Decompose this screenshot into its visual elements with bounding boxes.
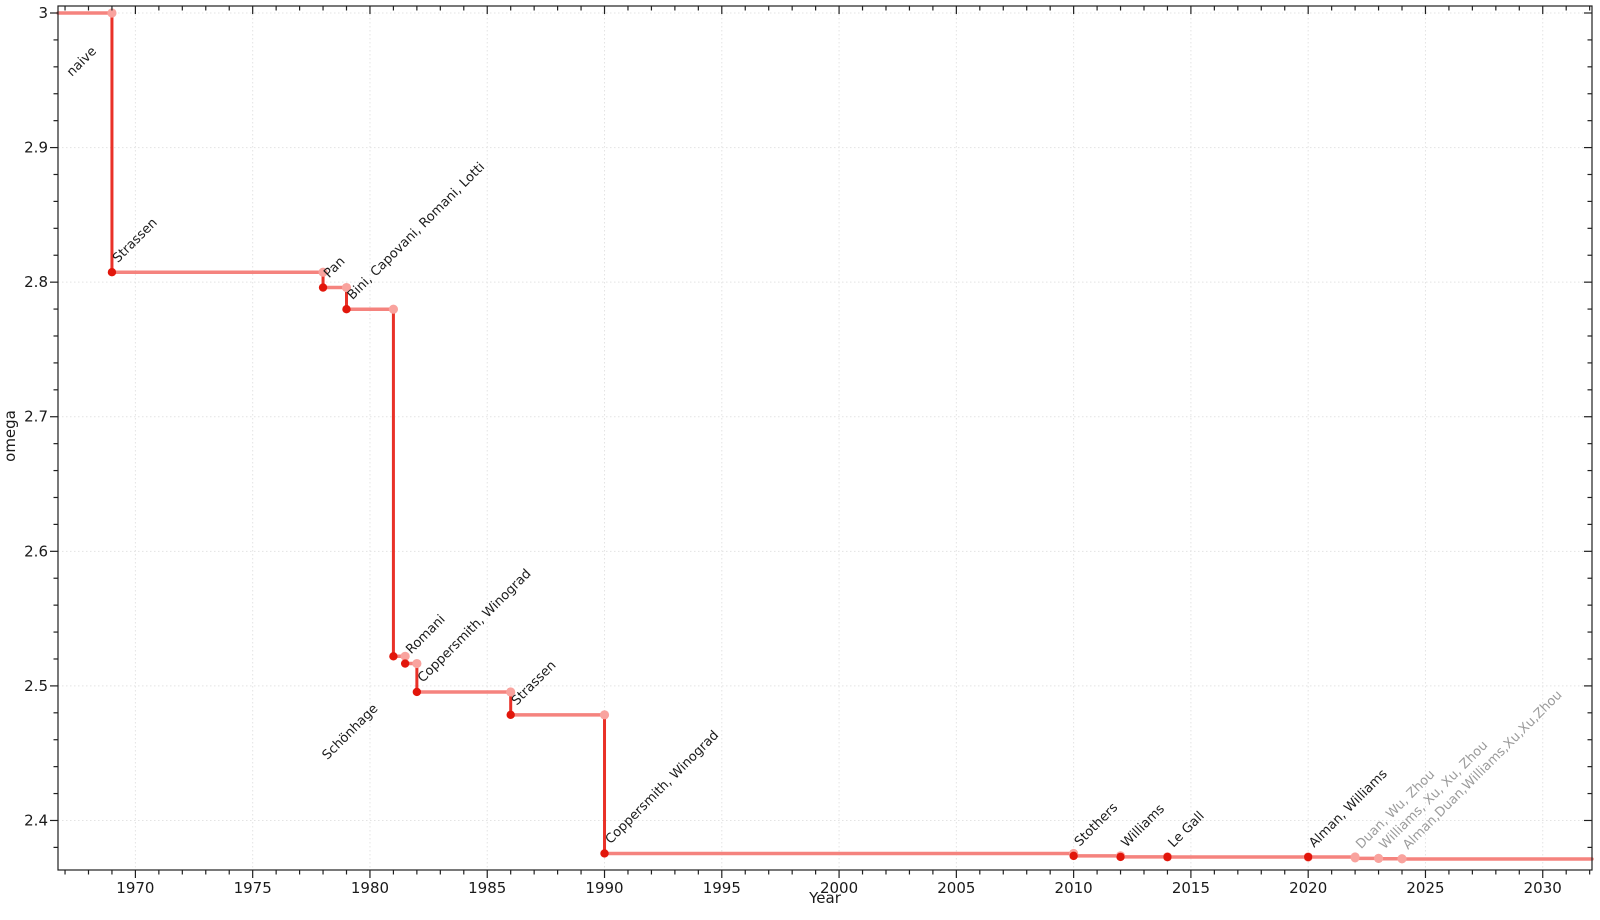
y-axis-title: omega xyxy=(1,410,19,462)
x-tick-label: 1990 xyxy=(585,879,623,897)
x-tick-label: 1980 xyxy=(351,879,389,897)
data-point xyxy=(1069,851,1078,861)
point-label: naive xyxy=(64,44,100,80)
point-label: Le Gall xyxy=(1166,809,1208,851)
x-tick-label: 1985 xyxy=(468,879,506,897)
corner-point xyxy=(388,304,399,314)
x-tick-label: 2015 xyxy=(1172,879,1210,897)
x-tick-label: 1970 xyxy=(116,879,154,897)
y-tick-label: 2.9 xyxy=(24,139,48,157)
x-tick-label: 2020 xyxy=(1289,879,1327,897)
data-points xyxy=(107,8,1407,864)
point-label: Williams xyxy=(1119,801,1168,850)
x-axis-title: Year xyxy=(808,889,842,907)
data-point xyxy=(1116,852,1125,862)
corner-point xyxy=(341,282,352,293)
x-tick-label: 2000 xyxy=(820,879,858,897)
x-tick-label: 2005 xyxy=(937,879,975,897)
corner-point xyxy=(400,651,410,661)
y-tick-label: 2.8 xyxy=(24,273,48,291)
corner-point xyxy=(506,687,516,697)
data-point xyxy=(1374,854,1383,863)
data-point xyxy=(412,687,422,697)
x-tick-label: 2010 xyxy=(1055,879,1093,897)
x-tick-label: 1995 xyxy=(703,879,741,897)
point-label: Schönhage xyxy=(320,701,382,763)
data-point xyxy=(1397,854,1407,864)
data-point xyxy=(342,305,351,314)
axes: 1970 1975 1980 1985 1990 1995 2000 2005 2010 2015… xyxy=(24,4,1593,897)
point-label: Pan xyxy=(321,254,348,281)
point-label: Coppersmith, Winograd xyxy=(603,728,722,847)
x-tick-label: 2030 xyxy=(1524,879,1562,897)
corner-point xyxy=(599,710,610,720)
data-point xyxy=(1163,852,1172,862)
corner-point xyxy=(107,8,117,18)
point-label: Williams, Xu, Xu, Zhou xyxy=(1377,738,1491,852)
x-tick-label: 2025 xyxy=(1406,879,1444,897)
data-point xyxy=(1303,852,1313,862)
point-label: Stothers xyxy=(1072,800,1121,849)
y-tick-label: 2.6 xyxy=(24,542,48,560)
y-tick-label: 2.4 xyxy=(24,811,48,829)
data-point xyxy=(318,283,328,292)
plot-border xyxy=(57,5,1593,871)
y-tick-label: 2.5 xyxy=(24,677,48,695)
data-point xyxy=(400,659,410,668)
point-label: Bini, Capovani, Romani, Lotti xyxy=(345,160,488,303)
y-tick-label: 3 xyxy=(38,4,48,22)
data-point xyxy=(600,849,609,858)
data-point xyxy=(389,652,398,661)
data-point xyxy=(107,267,117,277)
data-point xyxy=(1350,854,1360,863)
point-label: Strassen xyxy=(509,658,560,709)
x-tick-label: 1975 xyxy=(234,879,272,897)
corner-point xyxy=(412,658,422,669)
point-label: Alman, Williams xyxy=(1306,766,1390,850)
step-line-series xyxy=(56,11,1594,861)
gridlines xyxy=(58,6,1592,870)
data-point xyxy=(506,710,515,720)
y-tick-label: 2.7 xyxy=(24,408,48,426)
corner-point xyxy=(318,267,328,277)
